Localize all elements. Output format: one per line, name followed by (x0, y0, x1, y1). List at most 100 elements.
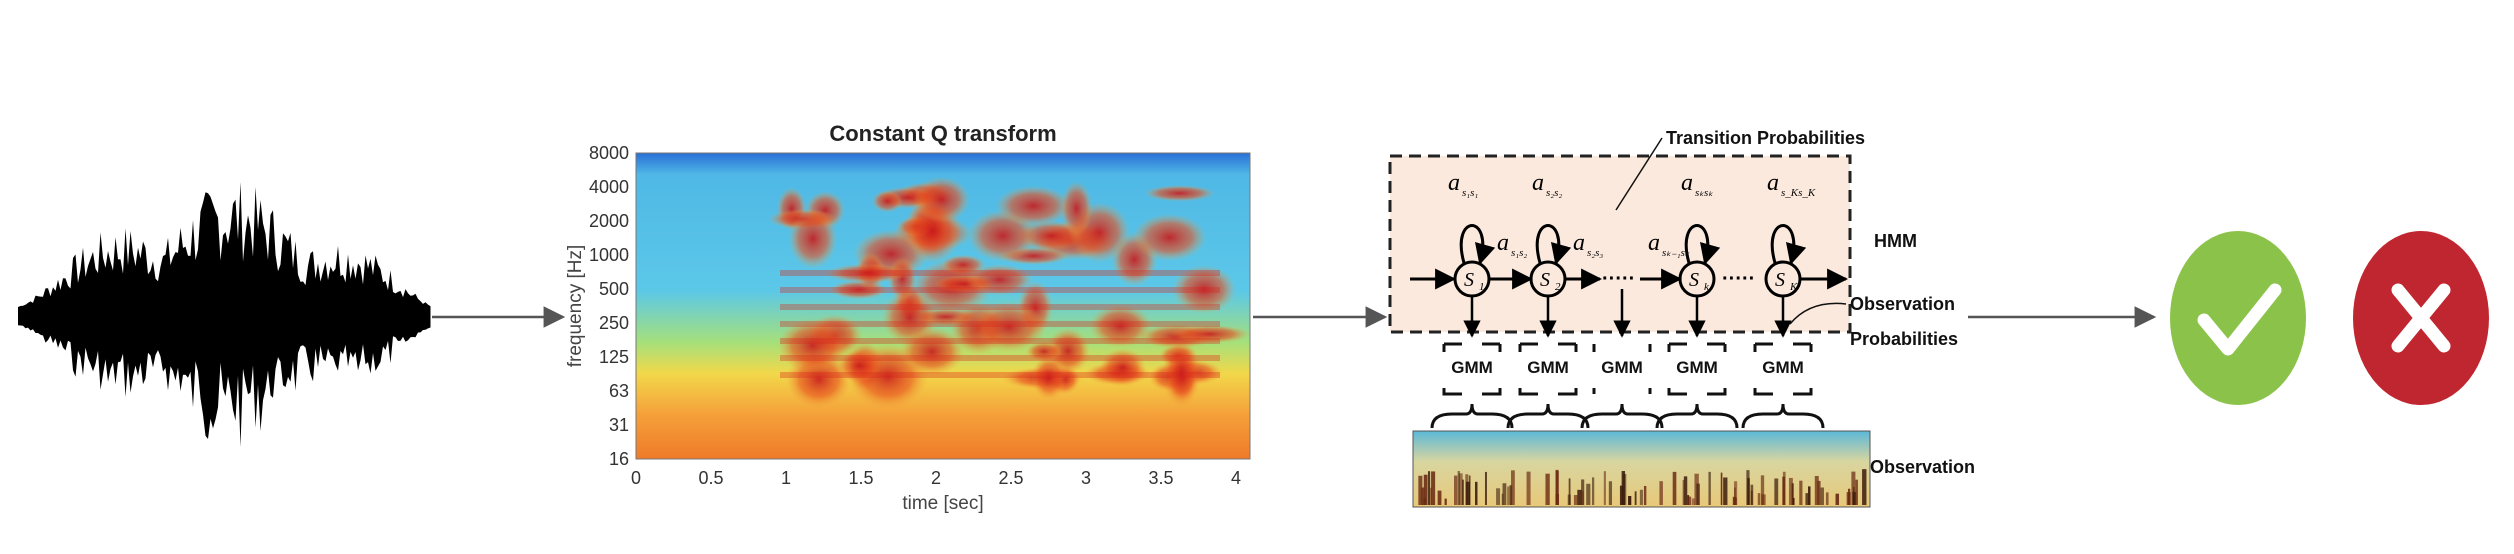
x-tick-label: 0.5 (698, 468, 723, 488)
observation-feature (1691, 498, 1695, 505)
gmm-label: GMM (1451, 358, 1493, 377)
spectrogram-harmonic-band (780, 355, 1220, 361)
observation-feature (1696, 483, 1700, 505)
observation-feature (1825, 492, 1829, 505)
observation-brace (1506, 403, 1590, 429)
observation-feature (1708, 471, 1711, 505)
y-tick-label: 4000 (589, 177, 629, 197)
x-tick-label: 1.5 (848, 468, 873, 488)
gmm-bracket-bottom (1518, 388, 1578, 396)
observation-feature (1430, 487, 1432, 505)
observation-feature (1782, 471, 1786, 505)
spectrogram-energy-blob (1172, 265, 1236, 314)
self-transition-label: a (1681, 170, 1693, 196)
spectrogram-y-label: frequency [Hz] (565, 245, 586, 368)
spectrogram-energy-blob (995, 185, 1071, 227)
x-tick-label: 2 (931, 468, 941, 488)
y-tick-label: 16 (609, 449, 629, 469)
spectrogram-harmonic-band (780, 287, 1220, 293)
observation-feature (1507, 486, 1510, 505)
self-transition-subscript: s₂s₂ (1546, 187, 1562, 199)
observation-feature (1502, 483, 1507, 505)
spectrogram-energy-blob (825, 263, 910, 283)
observation-feature (1814, 475, 1819, 505)
observation-feature (1511, 470, 1515, 505)
observation-feature (1643, 485, 1647, 505)
self-transition-subscript: sₖsₖ (1695, 187, 1713, 199)
y-tick-label: 1000 (589, 245, 629, 265)
forward-transition-subscript: s₂s₃ (1587, 247, 1603, 259)
observation-feature (1628, 495, 1632, 505)
spectrogram-energy-blob (871, 190, 903, 213)
observation-pointer (1789, 302, 1847, 325)
observation-feature (1862, 469, 1867, 505)
observation-feature (1418, 475, 1423, 505)
observation-probabilities-label-line2: Probabilities (1850, 329, 1958, 349)
spectrogram-energy-blob (899, 326, 965, 377)
spectrogram-energy-blob (1161, 339, 1202, 408)
observation-feature (1555, 470, 1559, 505)
state-subscript: 1 (1479, 281, 1485, 293)
observation-feature (1577, 489, 1582, 505)
observation-feature (1639, 489, 1643, 505)
gmm-bracket-bottom (1667, 388, 1727, 396)
accept-outcome (2170, 231, 2306, 405)
hmm-box (1388, 154, 1852, 334)
observation-feature (1734, 487, 1736, 505)
x-tick-label: 3.5 (1148, 468, 1173, 488)
x-tick-label: 2.5 (998, 468, 1023, 488)
observation-feature (1568, 478, 1571, 505)
observation-feature (1501, 493, 1504, 505)
observation-brace (1655, 403, 1739, 429)
observation-feature (1761, 494, 1766, 505)
observation-feature (1545, 473, 1550, 505)
observation-feature (1808, 486, 1811, 505)
cross-icon (2391, 283, 2451, 353)
self-transition-label: a (1448, 170, 1460, 196)
observation-feature (1454, 475, 1458, 505)
observation-feature (1509, 485, 1513, 505)
observation-feature (1421, 487, 1425, 505)
gmm-bracket-top (1753, 342, 1813, 352)
spectrogram-energy-blob (1089, 304, 1152, 348)
y-tick-label: 8000 (589, 143, 629, 163)
observation-feature (1619, 485, 1624, 505)
spectrogram-energy-blob (836, 348, 882, 383)
gmm-label: GMM (1762, 358, 1804, 377)
observation-feature (1621, 471, 1626, 505)
spectrogram-energy-blob (1025, 341, 1063, 362)
spectrogram-y-ticks: 8000 4000 2000 1000 500 250 125 63 31 16 (589, 143, 629, 469)
observation-feature (1437, 490, 1442, 505)
observation-feature (1788, 477, 1793, 505)
self-transition (1535, 224, 1572, 266)
x-tick-label: 0 (631, 468, 641, 488)
gmm-bracket-bottom (1753, 388, 1813, 396)
hmm-label: HMM (1874, 231, 1917, 251)
y-tick-label: 250 (599, 313, 629, 333)
gmm-bracket-top (1667, 342, 1727, 352)
x-tick-label: 3 (1081, 468, 1091, 488)
observation-label: Observation (1870, 457, 1975, 477)
x-tick-label: 1 (781, 468, 791, 488)
ellipsis: ····· (1602, 268, 1635, 290)
observation-features (1418, 469, 1867, 505)
forward-transition-label: a (1573, 230, 1585, 256)
observation-feature (1750, 484, 1754, 505)
waveform-shape (18, 182, 431, 447)
y-tick-label: 63 (609, 381, 629, 401)
observation-feature (1461, 479, 1464, 505)
spectrogram-harmonic-band (780, 321, 1220, 327)
observation-feature (1720, 472, 1723, 505)
forward-transition-subscript: sₖ₋₁sₖ (1662, 247, 1690, 259)
spectrogram-harmonic-band (780, 372, 1220, 378)
forward-transition-label: a (1648, 230, 1660, 256)
observation-feature (1431, 471, 1436, 505)
state-label: S (1540, 269, 1550, 291)
observation-feature (1687, 496, 1692, 505)
observation-feature (1682, 479, 1685, 505)
observation-feature (1852, 486, 1855, 505)
spectrogram-title: Constant Q transform (829, 121, 1056, 146)
observation-feature (1608, 481, 1613, 505)
observation-brace (1580, 403, 1664, 429)
